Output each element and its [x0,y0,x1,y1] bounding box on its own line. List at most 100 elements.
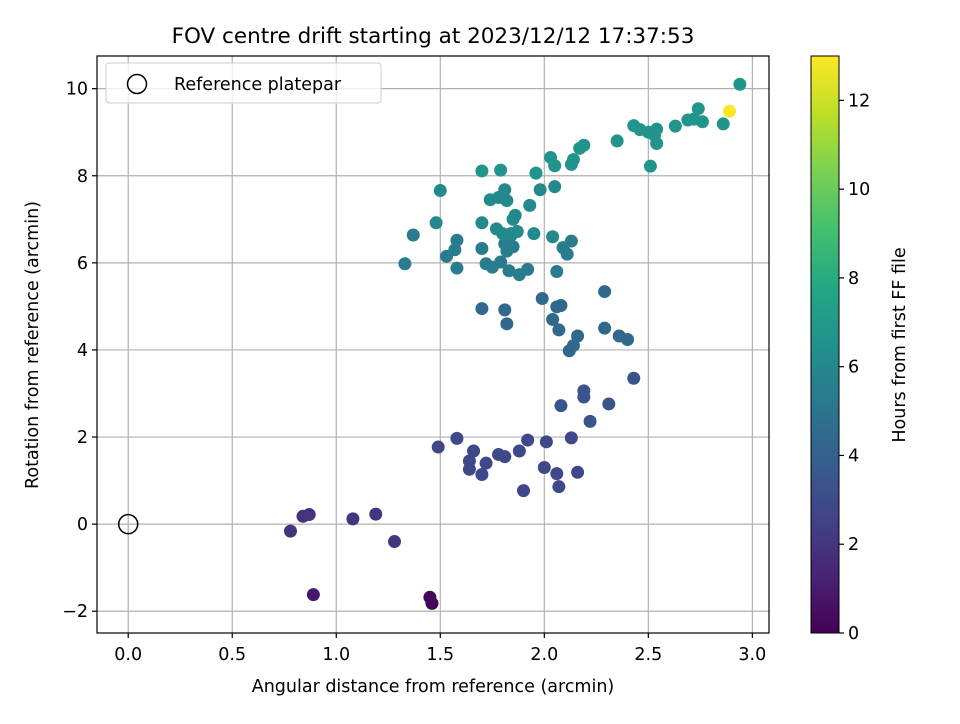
colorbar-tick-label: 4 [848,446,859,466]
x-tick-label: 0.5 [218,645,246,665]
data-point [668,119,682,133]
data-point [627,371,641,385]
data-point [306,588,320,602]
data-point [500,317,514,331]
data-point [450,431,464,445]
data-point [535,292,549,306]
data-point [577,138,591,152]
legend-entry-label: Reference platepar [174,75,342,95]
data-point [598,321,612,335]
x-tick-label: 2.0 [530,645,558,665]
data-point [462,462,476,476]
data-point [523,198,537,212]
data-point [398,257,412,271]
data-point [550,467,564,481]
data-point [566,153,580,167]
data-point [494,163,508,177]
y-tick-label: 2 [77,428,88,448]
data-point [722,104,736,118]
reference-platepar-marker [117,513,139,535]
data-point [388,535,402,549]
colorbar-tick-label: 12 [848,91,870,111]
legend-reference-marker [126,73,148,95]
data-point [425,596,439,610]
data-point [529,166,543,180]
data-point [479,456,493,470]
colorbar-tick-label: 2 [848,535,859,555]
legend-box [105,62,382,104]
data-point [577,390,591,404]
data-point [548,159,562,173]
x-tick-label: 3.0 [738,645,766,665]
data-point [554,299,568,313]
data-point [583,414,597,428]
data-point [650,137,664,151]
data-point [527,227,541,241]
data-point [450,261,464,275]
data-point [429,216,443,230]
data-point [610,134,624,148]
data-point [733,77,747,91]
colorbar-label: Hours from first FF file [890,247,910,442]
data-point [500,194,514,208]
data-point [539,435,553,449]
data-point [502,264,516,278]
data-point [564,431,578,445]
data-point [546,230,560,244]
data-point [521,433,535,447]
plot-area: 0.0 0.5 1.0 1.5 2.0 2.5 3.0 −2 0 2 4 6 8 10 [62,55,770,665]
data-point [467,444,481,458]
data-point [450,233,464,247]
data-point [533,183,547,197]
data-point [475,164,489,178]
colorbar-gradient [810,55,840,634]
colorbar-tick-label: 6 [848,358,859,378]
data-point [552,480,566,494]
data-point [283,524,297,538]
data-point [475,467,489,481]
x-tick-label: 1.0 [322,645,350,665]
data-point [512,444,526,458]
data-point [431,440,445,454]
data-point [302,508,316,522]
axes-frame [96,55,770,634]
data-point [346,512,360,526]
x-tick-label: 2.5 [634,645,662,665]
data-point [550,265,564,279]
chart-title: FOV centre drift starting at 2023/12/12 … [172,24,695,49]
data-point [598,285,612,299]
data-point [691,102,705,116]
data-point [521,262,535,276]
data-point [506,240,520,254]
colorbar: 0 2 4 6 8 10 12 Hours from first FF file [810,55,910,644]
colorbar-ticks: 0 2 4 6 8 10 12 [839,91,870,644]
data-point [560,247,574,261]
x-tick-label: 0.0 [114,645,142,665]
colorbar-tick-label: 10 [848,180,870,200]
x-tick-label: 1.5 [426,645,454,665]
y-axis-label: Rotation from reference (arcmin) [23,201,43,489]
data-point [552,323,566,337]
data-point [369,507,383,521]
data-point [554,399,568,413]
data-point [475,302,489,316]
data-point [621,332,635,346]
data-point [406,228,420,242]
data-point [571,465,585,479]
data-point [716,117,730,131]
data-point [650,122,664,136]
x-axis-label: Angular distance from reference (arcmin) [252,677,615,697]
data-point [546,312,560,326]
data-point [475,241,489,255]
data-point [548,180,562,194]
data-point [537,461,551,475]
y-tick-label: 8 [77,167,88,187]
data-point [498,303,512,317]
data-point [571,329,585,343]
y-tick-label: 0 [77,515,88,535]
data-point [564,234,578,248]
data-point [602,397,616,411]
y-tick-label: −2 [62,602,88,622]
data-point [498,183,512,197]
